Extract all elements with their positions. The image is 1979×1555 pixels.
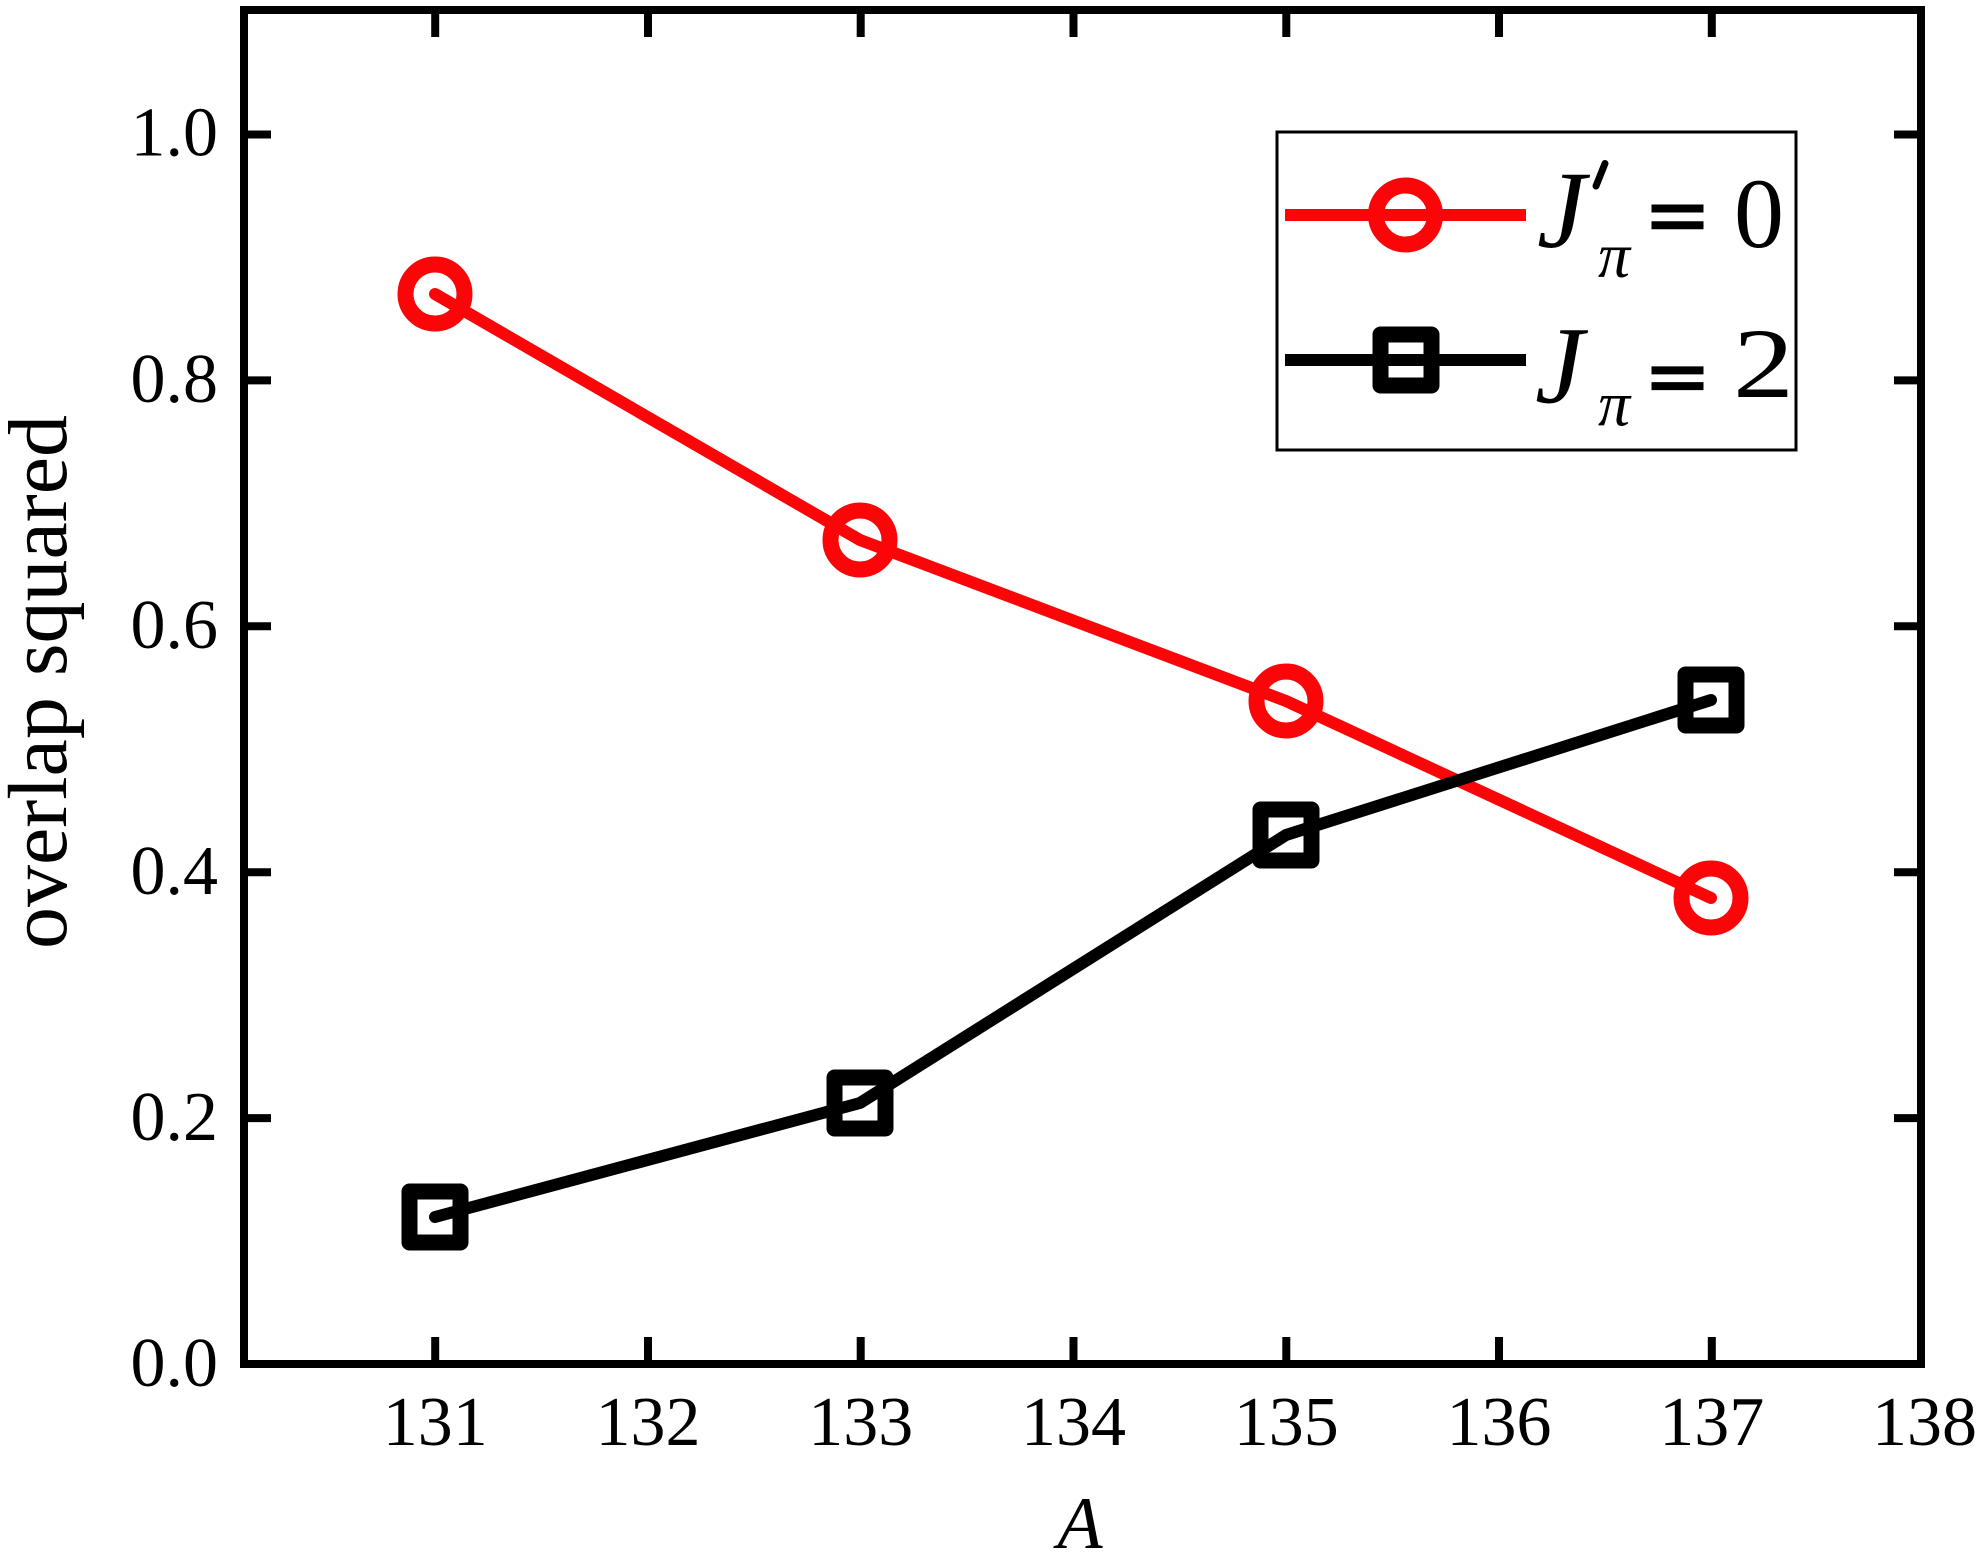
svg-text:133: 133 <box>808 1384 913 1461</box>
svg-text:2: 2 <box>1733 309 1794 419</box>
svg-text:135: 135 <box>1234 1384 1339 1461</box>
svg-text:J: J <box>1535 305 1589 427</box>
svg-text:0.8: 0.8 <box>131 341 219 418</box>
svg-text:0.6: 0.6 <box>131 587 219 664</box>
svg-text:π: π <box>1598 220 1632 291</box>
svg-text:0.4: 0.4 <box>131 833 219 910</box>
svg-text:0: 0 <box>1734 158 1784 269</box>
svg-text:134: 134 <box>1021 1384 1126 1461</box>
svg-text:0.0: 0.0 <box>131 1325 219 1402</box>
svg-text:A: A <box>1052 1483 1103 1555</box>
svg-text:overlap squared: overlap squared <box>0 415 85 949</box>
svg-text:132: 132 <box>596 1384 701 1461</box>
svg-text:136: 136 <box>1447 1384 1552 1461</box>
svg-text:π: π <box>1598 369 1632 440</box>
svg-text:J: J <box>1537 149 1591 271</box>
svg-text:138: 138 <box>1872 1384 1977 1461</box>
svg-text:1.0: 1.0 <box>131 95 219 172</box>
svg-text:0.2: 0.2 <box>131 1079 219 1156</box>
svg-text:131: 131 <box>383 1384 488 1461</box>
svg-text:137: 137 <box>1659 1384 1764 1461</box>
